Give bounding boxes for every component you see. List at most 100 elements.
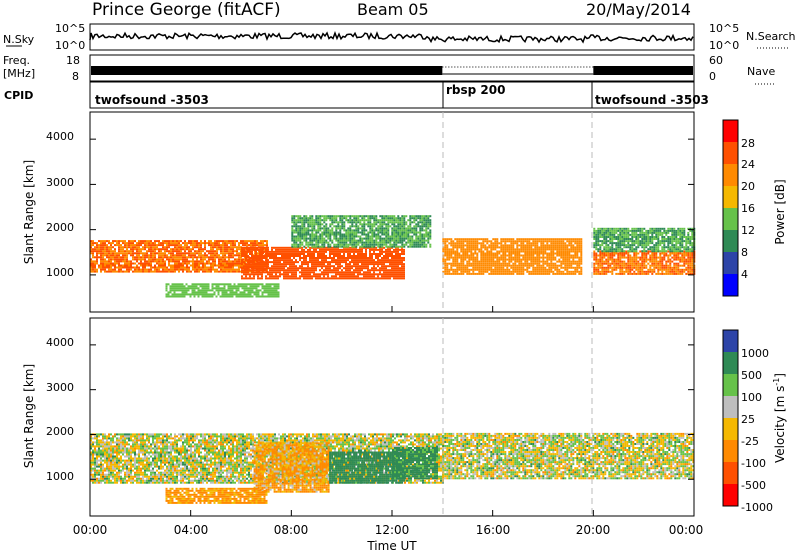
heatmap-cell bbox=[486, 258, 489, 261]
heatmap-cell bbox=[393, 271, 395, 274]
heatmap-cell bbox=[405, 241, 408, 244]
heatmap-cell bbox=[528, 252, 531, 255]
heatmap-cell bbox=[289, 255, 291, 257]
heatmap-cell bbox=[548, 258, 551, 261]
heatmap-cell bbox=[205, 295, 208, 298]
heatmap-cell bbox=[403, 248, 405, 251]
heatmap-cell bbox=[480, 252, 483, 255]
heatmap-cell bbox=[156, 268, 158, 271]
heatmap-cell bbox=[375, 229, 378, 232]
heatmap-cell bbox=[359, 237, 362, 240]
heatmap-cell bbox=[180, 252, 182, 255]
heatmap-cell bbox=[361, 257, 363, 259]
heatmap-cell bbox=[321, 253, 323, 255]
heatmap-cell bbox=[166, 270, 168, 273]
heatmap-cell bbox=[397, 227, 400, 230]
heatmap-cell bbox=[550, 252, 553, 255]
heatmap-cell bbox=[138, 256, 140, 259]
heatmap-cell bbox=[550, 250, 553, 253]
heatmap-cell bbox=[401, 221, 404, 224]
heatmap-cell bbox=[122, 246, 124, 249]
heatmap-cell bbox=[130, 248, 132, 251]
heatmap-cell bbox=[196, 242, 198, 245]
heatmap-cell bbox=[458, 266, 461, 269]
heatmap-cell bbox=[120, 244, 122, 247]
heatmap-cell bbox=[323, 269, 325, 272]
heatmap-cell bbox=[387, 255, 389, 257]
heatmap-cell bbox=[526, 266, 529, 269]
heatmap-cell bbox=[359, 259, 361, 262]
heatmap-cell bbox=[329, 237, 332, 240]
heatmap-cell bbox=[229, 289, 232, 292]
heatmap-cell bbox=[341, 255, 343, 257]
heatmap-cell bbox=[297, 239, 300, 242]
heatmap-cell bbox=[425, 235, 428, 238]
heatmap-cell bbox=[560, 238, 563, 241]
heatmap-cell bbox=[106, 270, 108, 273]
heatmap-cell bbox=[534, 268, 537, 271]
heatmap-cell bbox=[476, 262, 479, 265]
heatmap-cell bbox=[185, 287, 188, 290]
heatmap-cell bbox=[122, 266, 124, 269]
heatmap-cell bbox=[287, 271, 289, 274]
heatmap-cell bbox=[341, 241, 344, 244]
heatmap-cell bbox=[277, 259, 279, 262]
heatmap-cell bbox=[331, 248, 333, 251]
heatmap-cell bbox=[403, 231, 406, 234]
heatmap-cell bbox=[361, 259, 363, 262]
heatmap-cell bbox=[488, 240, 491, 243]
heatmap-cell bbox=[474, 272, 477, 275]
heatmap-cell bbox=[178, 252, 180, 255]
heatmap-cell bbox=[269, 291, 272, 294]
heatmap-cell bbox=[90, 270, 92, 273]
heatmap-cell bbox=[460, 244, 463, 247]
heatmap-cell bbox=[407, 245, 410, 248]
heatmap-cell bbox=[361, 261, 363, 264]
heatmap-cell bbox=[454, 250, 457, 253]
heatmap-cell bbox=[580, 240, 583, 243]
heatmap-cell bbox=[184, 262, 186, 265]
heatmap-cell bbox=[241, 253, 243, 255]
heatmap-cell bbox=[184, 244, 186, 247]
heatmap-cell bbox=[152, 256, 154, 259]
heatmap-cell bbox=[96, 270, 98, 273]
heatmap-cell bbox=[291, 237, 294, 240]
heatmap-cell bbox=[578, 262, 581, 265]
heatmap-cell bbox=[285, 257, 287, 259]
heatmap-cell bbox=[285, 269, 287, 272]
heatmap-cell bbox=[456, 252, 459, 255]
heatmap-cell bbox=[474, 242, 477, 245]
heatmap-cell bbox=[544, 246, 547, 249]
heatmap-cell bbox=[333, 267, 335, 270]
heatmap-cell bbox=[152, 260, 154, 263]
heatmap-cell bbox=[164, 264, 166, 267]
heatmap-cell bbox=[184, 240, 186, 243]
heatmap-cell bbox=[208, 266, 210, 269]
heatmap-cell bbox=[570, 242, 573, 245]
heatmap-cell bbox=[293, 243, 296, 246]
heatmap-cell bbox=[307, 233, 310, 236]
heatmap-cell bbox=[389, 239, 392, 242]
heatmap-cell bbox=[530, 238, 533, 241]
heatmap-cell bbox=[194, 260, 196, 263]
heatmap-cell bbox=[389, 271, 391, 274]
heatmap-cell bbox=[110, 246, 112, 249]
heatmap-cell bbox=[605, 258, 608, 261]
heatmap-cell bbox=[367, 215, 370, 218]
heatmap-cell bbox=[635, 252, 638, 255]
heatmap-cell bbox=[466, 270, 469, 273]
heatmap-cell bbox=[197, 293, 200, 296]
heatmap-cell bbox=[321, 273, 323, 276]
heatmap-cell bbox=[365, 219, 368, 222]
heatmap-cell bbox=[363, 225, 366, 228]
heatmap-cell bbox=[576, 268, 579, 271]
heatmap-cell bbox=[367, 233, 370, 236]
heatmap-cell bbox=[120, 270, 122, 273]
heatmap-cell bbox=[260, 240, 262, 243]
heatmap-cell bbox=[536, 248, 539, 251]
heatmap-cell bbox=[287, 269, 289, 272]
heatmap-cell bbox=[379, 263, 381, 266]
heatmap-cell bbox=[191, 285, 194, 288]
heatmap-cell bbox=[333, 265, 335, 268]
heatmap-cell bbox=[158, 248, 160, 251]
